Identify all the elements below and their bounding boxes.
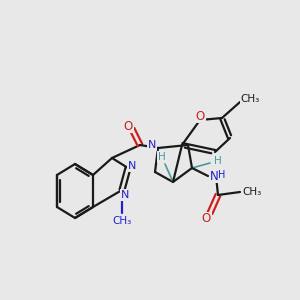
Text: N: N (128, 161, 136, 171)
Text: H: H (218, 170, 226, 180)
Text: H: H (214, 156, 222, 166)
Text: CH₃: CH₃ (112, 216, 132, 226)
Text: CH₃: CH₃ (242, 187, 262, 197)
Text: N: N (121, 190, 129, 200)
Text: O: O (201, 212, 211, 226)
Text: N: N (210, 169, 218, 182)
Text: O: O (195, 110, 205, 122)
Text: H: H (158, 152, 166, 162)
Text: O: O (123, 119, 133, 133)
Text: N: N (148, 140, 156, 150)
Text: CH₃: CH₃ (240, 94, 260, 104)
